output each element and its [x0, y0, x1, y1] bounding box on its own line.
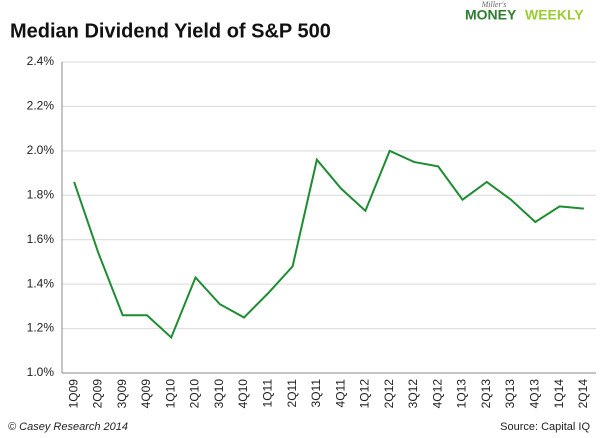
x-tick-label: 2Q11 [285, 379, 299, 408]
y-tick-label: 2.0% [27, 143, 55, 157]
x-tick-label: 4Q10 [236, 379, 250, 409]
x-tick-label: 4Q13 [527, 379, 541, 409]
x-tick-label: 3Q12 [406, 379, 420, 409]
x-tick-label: 3Q11 [309, 379, 323, 408]
x-tick-label: 2Q09 [91, 379, 105, 409]
x-tick-label: 4Q12 [430, 379, 444, 409]
x-tick-label: 2Q12 [382, 379, 396, 409]
y-tick-label: 1.8% [27, 187, 55, 201]
logo-weekly: WEEKLY [525, 7, 584, 23]
x-tick-label: 4Q11 [333, 379, 347, 408]
x-tick-label: 4Q09 [139, 379, 153, 409]
x-tick-label: 1Q10 [163, 379, 177, 409]
y-tick-label: 1.4% [27, 276, 55, 290]
y-tick-label: 2.2% [27, 99, 55, 113]
y-tick-label: 2.4% [27, 54, 55, 68]
x-tick-label: 1Q09 [66, 379, 80, 409]
x-tick-label: 1Q12 [358, 379, 372, 409]
x-tick-label: 1Q11 [260, 379, 274, 408]
x-tick-label: 1Q14 [552, 379, 566, 409]
y-tick-label: 1.6% [27, 232, 55, 246]
data-line [73, 149, 584, 340]
y-tick-label: 1.2% [27, 321, 55, 335]
credit: © Casey Research 2014 [8, 421, 128, 433]
x-tick-label: 1Q13 [455, 379, 469, 409]
x-tick-label: 3Q09 [115, 379, 129, 409]
x-tick-label: 3Q13 [503, 379, 517, 409]
y-tick-label: 1.0% [27, 365, 55, 379]
source: Source: Capital IQ [500, 421, 590, 433]
chart-title: Median Dividend Yield of S&P 500 [10, 20, 331, 42]
x-tick-label: 2Q10 [188, 379, 202, 409]
logo-money: MONEY [465, 7, 517, 23]
x-tick-label: 3Q10 [212, 379, 226, 409]
x-tick-label: 2Q14 [576, 379, 590, 409]
x-tick-label: 2Q13 [479, 379, 493, 409]
logo-tagline: Miller's [481, 0, 507, 9]
